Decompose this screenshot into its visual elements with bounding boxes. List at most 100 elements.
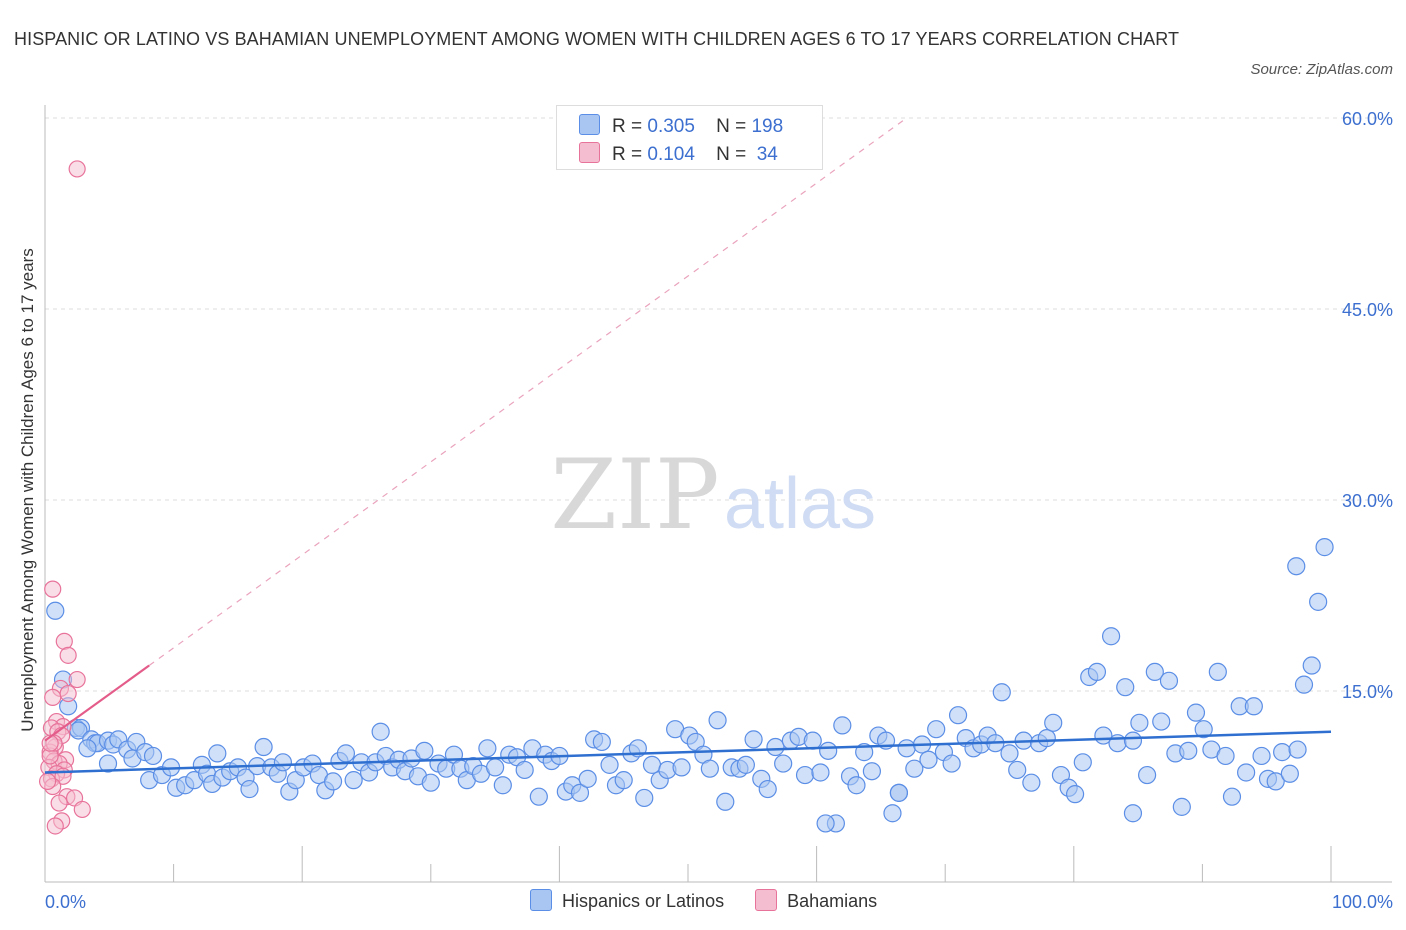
axes (44, 105, 1392, 883)
x-tick-label-max: 100.0% (1332, 892, 1393, 912)
series-hispanics-points (46, 538, 1334, 833)
hispanic-point (1116, 678, 1135, 697)
hispanic-point (98, 754, 118, 773)
legend-item-hispanics[interactable]: Hispanics or Latinos (530, 889, 724, 912)
hispanic-point (1152, 712, 1171, 731)
swatch-pink (579, 142, 600, 163)
hispanic-point (1008, 760, 1027, 780)
bahamian-point (68, 670, 86, 689)
hispanic-point (1065, 785, 1085, 804)
hispanic-point (1288, 740, 1307, 759)
hispanic-point (486, 758, 505, 777)
y-tick-label-15: 15.0% (1342, 682, 1393, 702)
stats-row-hispanics: R = 0.305 N = 198 (579, 114, 783, 138)
hispanic-point (635, 788, 654, 808)
hispanic-point (614, 771, 633, 790)
hispanic-point (1000, 744, 1019, 763)
hispanic-point (1145, 662, 1164, 682)
bahamian-point (44, 580, 62, 598)
hispanic-point (46, 601, 65, 620)
y-tick-label-60: 60.0% (1342, 109, 1393, 129)
x-tick-label-min: 0.0% (45, 892, 86, 912)
hispanic-point (1087, 662, 1107, 682)
hispanic-point (862, 762, 881, 781)
hispanic-point (847, 776, 866, 795)
hispanic-point (833, 716, 852, 735)
hispanic-point (1073, 753, 1092, 772)
watermark-zip: ZIP (550, 439, 719, 551)
hispanic-point (942, 754, 961, 773)
hispanic-point (708, 711, 727, 730)
hispanic-point (1138, 765, 1157, 785)
r-value-hispanics: 0.305 (647, 116, 695, 137)
chart-title: HISPANIC OR LATINO VS BAHAMIAN UNEMPLOYM… (14, 29, 1180, 49)
hispanic-point (1302, 656, 1321, 675)
hispanic-point (889, 783, 909, 802)
hispanic-point (1309, 592, 1328, 611)
hispanic-point (1266, 772, 1285, 791)
stats-row-bahamians: R = 0.104 N = 34 (579, 142, 778, 166)
hispanic-point (143, 746, 163, 766)
hispanic-point (1315, 538, 1334, 557)
y-axis-label-wrap: Unemployment Among Women with Children A… (8, 100, 48, 880)
hispanic-point (240, 779, 259, 799)
hispanic-point (570, 783, 590, 802)
trend-line-bahamians (44, 664, 150, 742)
hispanic-point (766, 737, 785, 757)
bahamian-point (46, 817, 64, 835)
hispanic-point (774, 754, 793, 773)
hispanic-point (1101, 627, 1121, 646)
y-tick-label-30: 30.0% (1342, 491, 1393, 511)
hispanic-point (1280, 764, 1299, 783)
hispanic-point (1216, 746, 1235, 766)
hispanic-point (1159, 671, 1179, 690)
hispanic-point (1237, 763, 1256, 782)
bahamian-point (73, 800, 91, 819)
hispanic-point (905, 759, 924, 778)
hispanic-point (744, 730, 763, 749)
hispanic-point (344, 771, 363, 790)
hispanic-point (1130, 713, 1149, 732)
hispanic-point (415, 741, 434, 760)
hispanic-point (795, 765, 815, 785)
series-bahamians-points (38, 160, 91, 835)
hispanic-point (1208, 662, 1227, 682)
hispanic-point (208, 744, 227, 763)
hispanic-point (897, 739, 916, 758)
legend-swatch-blue (530, 889, 552, 911)
watermark-atlas: atlas (724, 464, 876, 544)
bahamian-point (50, 794, 68, 812)
tick-labels: 15.0% 30.0% 45.0% 60.0% 0.0% 100.0% (45, 109, 1393, 912)
trend-extension-bahamians (148, 117, 907, 667)
hispanic-point (1037, 729, 1056, 748)
hispanic-point (336, 744, 356, 763)
hispanic-point (1044, 713, 1063, 732)
hispanic-point (1244, 697, 1263, 716)
hispanic-point (600, 755, 619, 774)
grid (45, 117, 1392, 692)
r-value-bahamians: 0.104 (647, 144, 695, 165)
hispanic-point (919, 750, 938, 769)
hispanic-point (529, 787, 548, 806)
hispanic-point (578, 769, 597, 788)
series-legend: Hispanics or Latinos Bahamians (530, 889, 903, 915)
hispanic-point (1186, 703, 1206, 722)
hispanic-point (819, 741, 838, 760)
hispanic-point (736, 755, 755, 774)
y-tick-label-45: 45.0% (1342, 300, 1393, 320)
hispanic-point (1179, 741, 1198, 760)
hispanic-point (642, 755, 662, 774)
hispanic-point (78, 739, 97, 758)
hispanic-point (1022, 773, 1041, 792)
hispanic-point (323, 772, 343, 791)
hispanic-point (1273, 743, 1292, 762)
bahamian-point (59, 684, 77, 703)
hispanic-point (948, 706, 968, 725)
hispanic-point (672, 758, 691, 777)
legend-item-bahamians[interactable]: Bahamians (755, 889, 877, 912)
hispanic-point (273, 753, 293, 772)
hispanic-point (1194, 720, 1213, 739)
hispanic-point (1222, 787, 1242, 806)
hispanic-point (992, 683, 1011, 702)
